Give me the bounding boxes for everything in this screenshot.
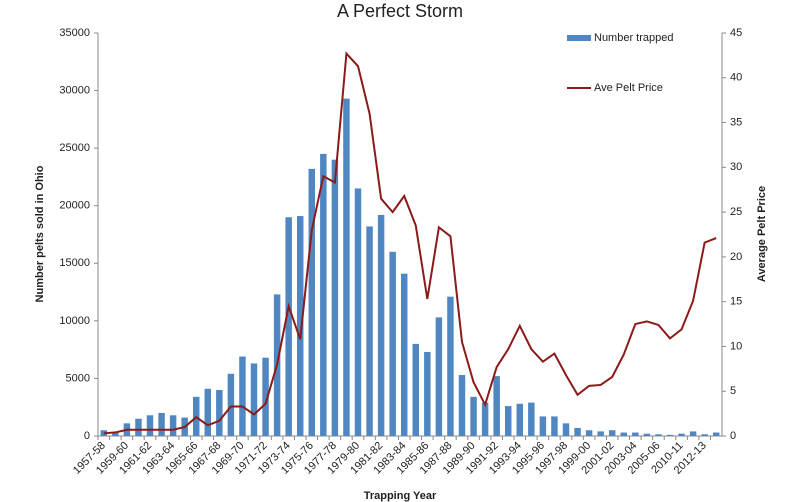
y2-tick-label: 30 bbox=[730, 161, 742, 173]
bar bbox=[632, 432, 639, 436]
bar bbox=[424, 351, 431, 436]
bar bbox=[112, 432, 119, 436]
bar bbox=[216, 389, 223, 436]
bar bbox=[678, 433, 685, 436]
bar bbox=[666, 434, 674, 436]
bar bbox=[574, 427, 581, 436]
y-tick-label: 35000 bbox=[59, 27, 90, 39]
bar bbox=[528, 402, 535, 436]
bar bbox=[389, 251, 396, 436]
bar bbox=[458, 374, 466, 436]
bar bbox=[377, 214, 385, 436]
y2-axis-title: Average Pelt Price bbox=[756, 186, 768, 282]
y-tick-label: 25000 bbox=[59, 142, 90, 154]
bar bbox=[412, 343, 420, 436]
bar bbox=[481, 402, 489, 436]
price-line bbox=[103, 51, 717, 435]
bar bbox=[320, 153, 327, 436]
bar bbox=[354, 188, 362, 436]
bar bbox=[597, 431, 604, 436]
y-tick-label: 20000 bbox=[59, 200, 90, 212]
bar bbox=[158, 412, 165, 436]
y2-tick-label: 45 bbox=[730, 27, 742, 39]
y-axis-title: Number pelts sold in Ohio bbox=[34, 165, 46, 302]
bar bbox=[250, 363, 258, 436]
bar bbox=[562, 423, 570, 436]
bar bbox=[689, 431, 697, 436]
y2-tick-label: 25 bbox=[730, 206, 742, 218]
y-tick-label: 15000 bbox=[59, 257, 90, 269]
bar bbox=[435, 317, 443, 436]
legend-swatch bbox=[567, 35, 591, 41]
bar bbox=[262, 357, 269, 436]
bar bbox=[400, 273, 408, 436]
y2-tick-label: 35 bbox=[730, 116, 742, 128]
bar bbox=[135, 418, 142, 436]
bar bbox=[643, 433, 651, 436]
bar bbox=[169, 415, 177, 436]
bar bbox=[239, 356, 246, 436]
y2-tick-label: 10 bbox=[730, 340, 742, 352]
legend-label: Ave Pelt Price bbox=[594, 82, 663, 94]
bar bbox=[620, 432, 628, 436]
x-axis-title: Trapping Year bbox=[364, 490, 437, 502]
bar bbox=[539, 416, 547, 436]
bar bbox=[308, 168, 316, 436]
bar bbox=[701, 434, 708, 436]
y2-tick-label: 5 bbox=[730, 385, 736, 397]
y2-tick-label: 40 bbox=[730, 72, 742, 84]
bar bbox=[285, 217, 292, 436]
bar bbox=[655, 434, 662, 436]
y-tick-label: 0 bbox=[84, 430, 90, 442]
chart-title: A Perfect Storm bbox=[337, 1, 463, 21]
bar bbox=[504, 406, 512, 436]
bar bbox=[608, 430, 616, 436]
bar bbox=[585, 430, 593, 436]
bar bbox=[146, 415, 154, 436]
bar bbox=[343, 98, 350, 436]
bar bbox=[366, 226, 373, 436]
y-tick-label: 5000 bbox=[66, 372, 90, 384]
bar bbox=[204, 388, 212, 436]
bar bbox=[447, 296, 454, 436]
bar bbox=[493, 376, 500, 436]
y-tick-label: 10000 bbox=[59, 315, 90, 327]
bar bbox=[227, 373, 235, 436]
y-tick-label: 30000 bbox=[59, 84, 90, 96]
y2-tick-label: 0 bbox=[730, 430, 736, 442]
y2-tick-label: 20 bbox=[730, 251, 742, 263]
y2-tick-label: 15 bbox=[730, 296, 742, 308]
legend-label: Number trapped bbox=[594, 32, 674, 44]
bar bbox=[470, 396, 477, 436]
bar bbox=[551, 416, 558, 436]
bar bbox=[296, 216, 304, 436]
bar bbox=[516, 403, 524, 436]
bar bbox=[331, 159, 339, 436]
bar bbox=[712, 432, 720, 436]
